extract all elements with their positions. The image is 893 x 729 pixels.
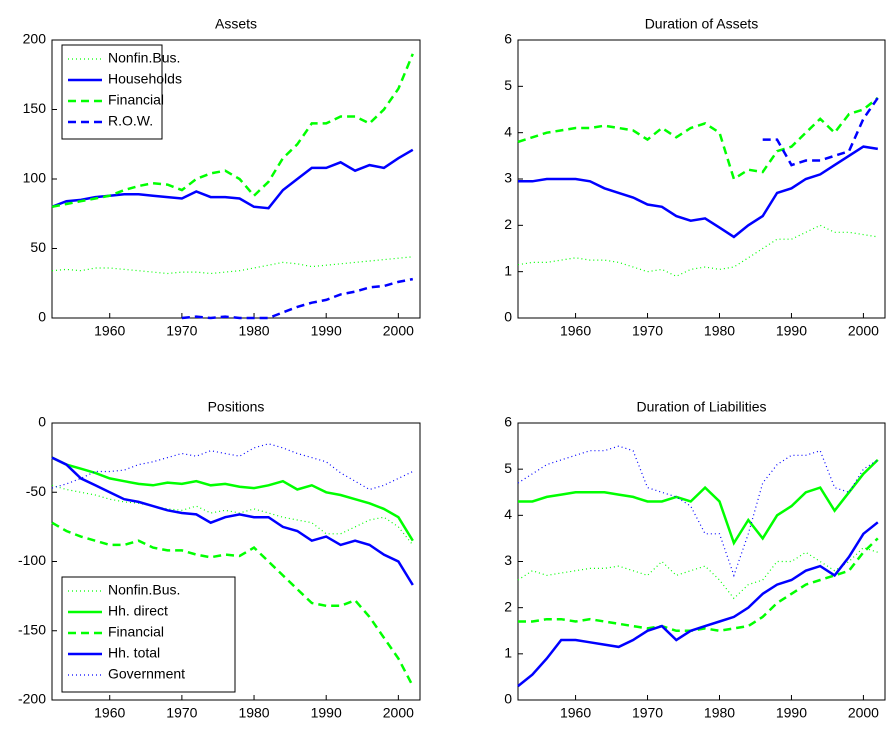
legend-label: Nonfin.Bus. (108, 582, 180, 598)
x-tick-label: 1970 (166, 705, 197, 721)
x-tick-label: 1960 (94, 323, 125, 339)
series-line (51, 53, 414, 209)
legend-label: Hh. total (108, 645, 160, 661)
chart-title: Duration of Assets (645, 16, 759, 32)
y-tick-label: 0 (38, 309, 46, 325)
chart-title: Assets (215, 16, 257, 32)
series-line (181, 277, 414, 320)
legend-label: Nonfin.Bus. (108, 50, 180, 66)
y-tick-label: 150 (23, 100, 47, 116)
y-tick-label: 6 (504, 414, 512, 430)
x-tick-label: 1990 (311, 705, 342, 721)
x-tick-label: 1970 (632, 323, 663, 339)
series-line (518, 459, 879, 546)
x-tick-label: 1960 (94, 705, 125, 721)
legend-label: Households (108, 71, 182, 87)
y-tick-label: 0 (38, 414, 46, 430)
x-tick-label: 1980 (238, 323, 269, 339)
y-tick-label: 1 (504, 645, 512, 661)
x-tick-label: 2000 (383, 323, 414, 339)
y-tick-label: 0 (504, 309, 512, 325)
y-tick-label: 0 (504, 691, 512, 707)
series-line (518, 537, 879, 633)
y-tick-label: -50 (26, 483, 46, 499)
y-tick-label: 2 (504, 598, 512, 614)
y-tick-label: 5 (504, 77, 512, 93)
series-line (762, 97, 879, 167)
y-tick-label: 3 (504, 552, 512, 568)
y-tick-label: 4 (504, 123, 512, 139)
x-tick-label: 1970 (632, 705, 663, 721)
legend-box (61, 576, 236, 693)
y-tick-label: 100 (23, 170, 47, 186)
y-tick-label: 200 (23, 31, 47, 47)
series-line (51, 456, 414, 586)
chart-title: Duration of Liabilities (637, 399, 767, 415)
y-tick-label: -100 (18, 552, 46, 568)
x-tick-label: 2000 (848, 323, 879, 339)
series-line (51, 443, 414, 491)
y-tick-label: 2 (504, 216, 512, 232)
x-tick-label: 1980 (704, 705, 735, 721)
series-line (51, 456, 414, 542)
y-tick-label: 1 (504, 262, 512, 278)
legend-box (61, 44, 163, 140)
x-tick-label: 1960 (560, 705, 591, 721)
x-tick-label: 1990 (776, 705, 807, 721)
x-tick-label: 1990 (776, 323, 807, 339)
legend-label: Financial (108, 92, 164, 108)
y-tick-label: 5 (504, 460, 512, 476)
series-line (517, 96, 879, 181)
y-tick-label: 6 (504, 31, 512, 47)
x-tick-label: 1990 (311, 323, 342, 339)
series-line (517, 521, 879, 688)
series-line (517, 445, 879, 578)
legend-label: R.O.W. (108, 113, 153, 129)
series-line (517, 546, 878, 600)
series-line (518, 145, 878, 239)
y-tick-label: -200 (18, 691, 46, 707)
series-line (517, 224, 878, 277)
series-line (51, 521, 414, 687)
x-tick-label: 1960 (560, 323, 591, 339)
x-tick-label: 2000 (848, 705, 879, 721)
x-tick-label: 1980 (704, 323, 735, 339)
x-tick-label: 1970 (166, 323, 197, 339)
y-tick-label: 50 (30, 239, 46, 255)
x-tick-label: 2000 (383, 705, 414, 721)
y-tick-label: 3 (504, 170, 512, 186)
chart-title: Positions (208, 399, 265, 415)
x-tick-label: 1980 (238, 705, 269, 721)
series-line (51, 256, 413, 275)
series-line (51, 148, 414, 210)
legend-label: Government (108, 666, 185, 682)
axes-frame (517, 422, 886, 701)
y-tick-label: -150 (18, 621, 46, 637)
legend-label: Hh. direct (108, 603, 168, 619)
legend-label: Financial (108, 624, 164, 640)
y-tick-label: 4 (504, 506, 512, 522)
